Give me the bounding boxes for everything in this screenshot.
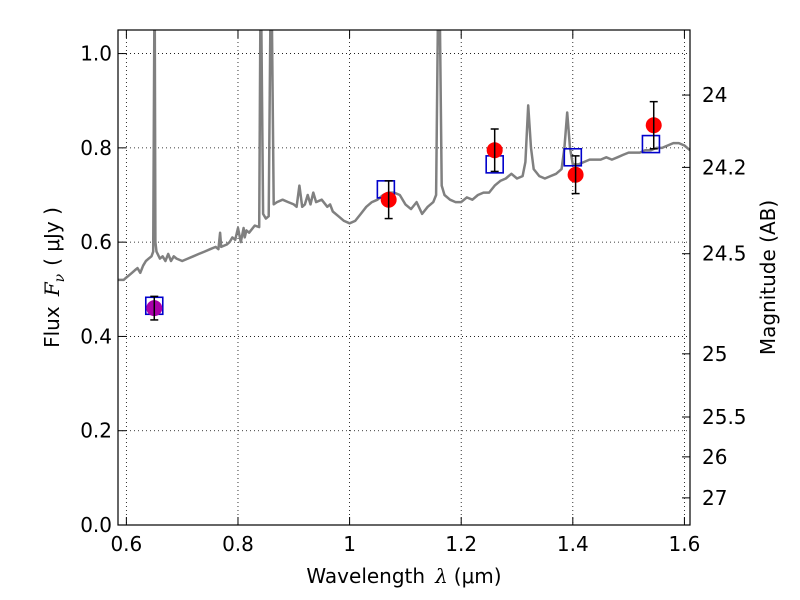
y2-tick-label: 25.5 (702, 405, 747, 429)
x-axis-title: Wavelength λ (μm) (306, 564, 501, 588)
y2-tick-label: 24 (702, 83, 727, 107)
x-axis-title-symbol: λ (434, 564, 448, 588)
grid (118, 30, 690, 526)
x-axis: 0.6 0.8 1 1.2 1.4 1.6 (110, 30, 700, 556)
y2-axis-title: Magnitude (AB) (756, 200, 780, 355)
model-box (641, 134, 661, 154)
y2-axis: 24 24.2 24.5 25 25.5 26 27 (682, 83, 747, 510)
x-axis-title-unit: (μm) (454, 564, 502, 588)
y2-tick-label: 26 (702, 445, 727, 469)
plot-frame (117, 29, 691, 526)
y2-tick-label: 27 (702, 486, 727, 510)
y-tick-label: 1.0 (80, 42, 112, 66)
observed-series (146, 100, 662, 321)
x-tick-label: 1 (343, 532, 356, 556)
y-axis: 0.0 0.2 0.4 0.6 0.8 1.0 (80, 42, 126, 537)
x-tick-label: 1.6 (669, 532, 701, 556)
spectrum-series (118, 30, 690, 282)
y-tick-label: 0.6 (80, 230, 112, 254)
y-axis-title-text: Flux (40, 306, 64, 348)
x-tick-label: 1.2 (445, 532, 477, 556)
y-axis-title: Flux Fν ( μJy ) (40, 207, 68, 348)
x-tick-label: 0.8 (222, 532, 254, 556)
model-box (563, 147, 583, 167)
y-tick-label: 0.2 (80, 419, 112, 443)
y-tick-label: 0.0 (80, 513, 112, 537)
spectrum-line (118, 30, 690, 282)
y-axis-title-subscript: ν (52, 273, 68, 282)
y-axis-title-unit: ( μJy ) (40, 207, 64, 266)
x-axis-title-text: Wavelength (306, 564, 425, 588)
y2-tick-label: 24.5 (702, 242, 747, 266)
y-tick-label: 0.4 (80, 324, 112, 348)
y2-tick-label: 25 (702, 342, 727, 366)
y2-tick-label: 24.2 (702, 155, 747, 179)
y-axis-title-symbol: F (40, 281, 64, 297)
x-tick-label: 1.4 (557, 532, 589, 556)
y-tick-label: 0.8 (80, 136, 112, 160)
x-tick-label: 0.6 (110, 532, 142, 556)
